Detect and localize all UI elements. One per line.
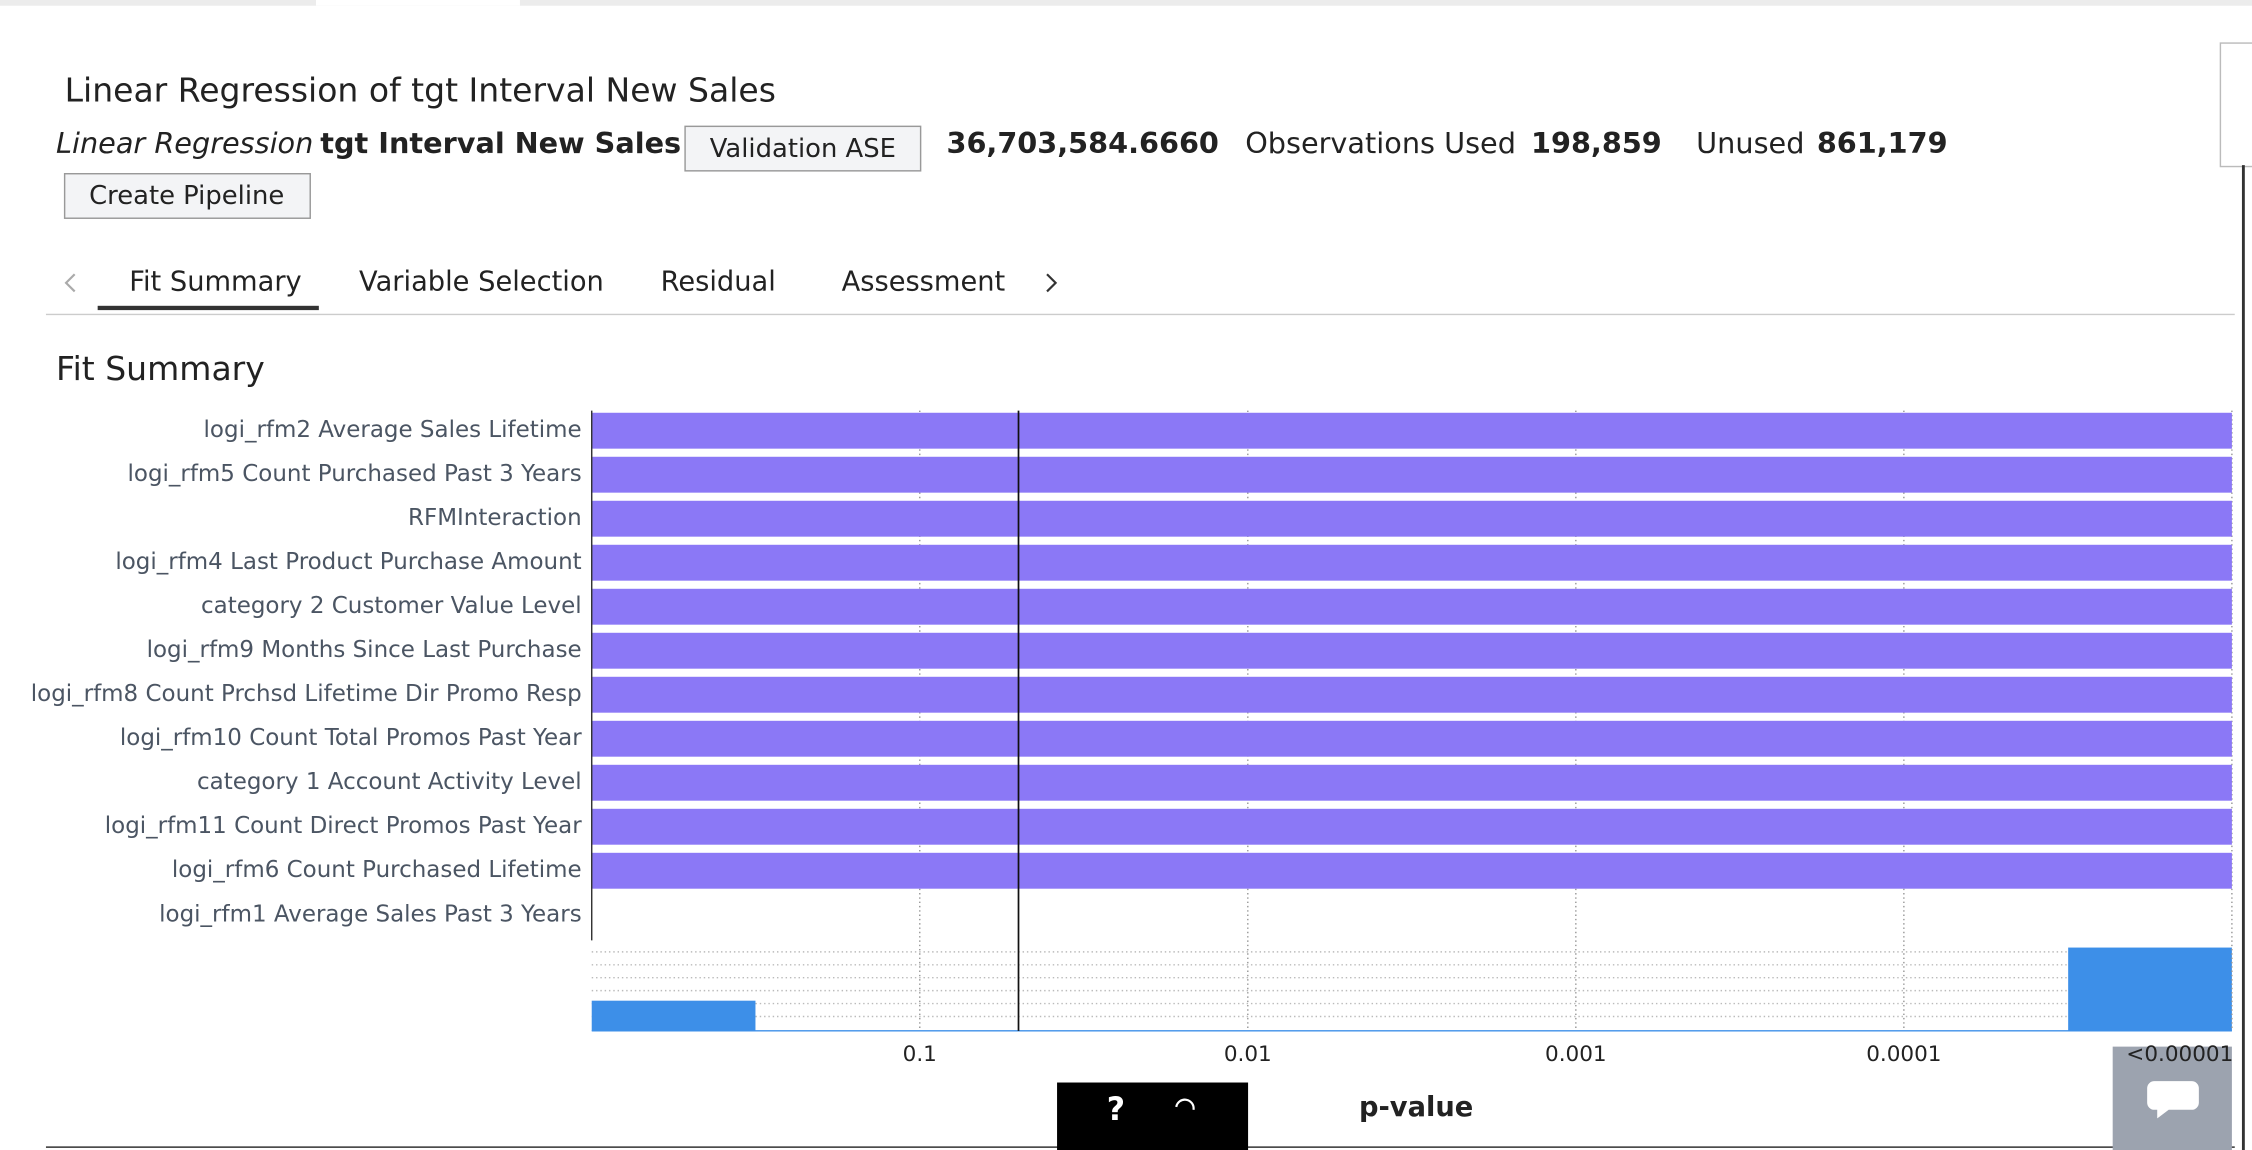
overview-bar: [591, 1000, 756, 1031]
bar: [591, 632, 2232, 669]
y-tick-label: category 2 Customer Value Level: [201, 593, 582, 619]
y-tick-label: logi_rfm6 Count Purchased Lifetime: [172, 857, 582, 883]
y-tick-label: logi_rfm9 Months Since Last Purchase: [147, 637, 582, 663]
obs-used: 198,859: [1531, 126, 1662, 160]
metric-value: 36,703,584.6660: [946, 126, 1218, 160]
tab[interactable]: Variable Selection: [359, 266, 604, 297]
bar: [591, 544, 2232, 581]
overview: [592, 948, 2232, 1031]
x-tick-label: 0.0001: [1866, 1042, 1941, 1067]
bar: [591, 764, 2232, 801]
overview-bar: [2068, 947, 2232, 1031]
bar: [591, 852, 2232, 889]
x-tick-label: <0.00001: [2126, 1042, 2233, 1067]
bar: [591, 676, 2232, 713]
x-tick-label: 0.1: [903, 1042, 937, 1067]
bar: [591, 412, 2232, 449]
y-tick-label: logi_rfm10 Count Total Promos Past Year: [120, 725, 582, 751]
y-tick-label: logi_rfm2 Average Sales Lifetime: [204, 417, 582, 443]
page-title: Linear Regression of tgt Interval New Sa…: [65, 70, 776, 109]
x-tick-label: 0.01: [1224, 1042, 1272, 1067]
help-box[interactable]: [1057, 1082, 1249, 1150]
metric-button[interactable]: [684, 125, 922, 172]
metric-button-label[interactable]: Validation ASE: [710, 134, 896, 164]
active-tab-strip: [315, 0, 520, 6]
spinner: [1175, 1098, 1195, 1110]
y-tick-label: logi_rfm8 Count Prchsd Lifetime Dir Prom…: [31, 681, 582, 707]
obs-used-label: Observations Used: [1245, 126, 1516, 160]
pipeline-button[interactable]: [63, 173, 311, 219]
x-axis-label: p-value: [1359, 1092, 1473, 1123]
tab-prev[interactable]: [64, 273, 76, 293]
unused: 861,179: [1817, 126, 1948, 160]
top-strip: [0, 0, 2252, 6]
tab-underline: [97, 305, 319, 311]
x-tick-label: 0.001: [1545, 1042, 1607, 1067]
bar: [591, 456, 2232, 493]
chat-icon[interactable]: [2147, 1081, 2199, 1119]
help-button[interactable]: ?: [1107, 1092, 1125, 1128]
target: tgt Interval New Sales: [320, 126, 681, 160]
unused-label: Unused: [1696, 126, 1804, 160]
chart-title: Fit Summary: [56, 349, 265, 388]
bar: [591, 808, 2232, 845]
y-tick-label: logi_rfm4 Last Product Purchase Amount: [115, 549, 581, 575]
y-tick-label: RFMInteraction: [408, 505, 582, 531]
y-tick-label: logi_rfm11 Count Direct Promos Past Year: [105, 813, 582, 839]
y-tick-label: logi_rfm1 Average Sales Past 3 Years: [159, 901, 582, 927]
tab[interactable]: Residual: [661, 266, 776, 297]
tab-next[interactable]: [1046, 273, 1058, 293]
model-type: Linear Regression: [56, 126, 313, 160]
tab[interactable]: Fit Summary: [129, 266, 301, 297]
tab[interactable]: Assessment: [842, 266, 1006, 297]
pipeline-button-label[interactable]: Create Pipeline: [89, 181, 284, 211]
bar: [591, 588, 2232, 625]
y-tick-label: category 1 Account Activity Level: [197, 769, 582, 795]
bar: [591, 720, 2232, 757]
y-tick-label: logi_rfm5 Count Purchased Past 3 Years: [128, 461, 582, 487]
bar: [591, 500, 2232, 537]
side-panel[interactable]: [2219, 42, 2252, 168]
overview-grid: [591, 951, 2232, 1018]
